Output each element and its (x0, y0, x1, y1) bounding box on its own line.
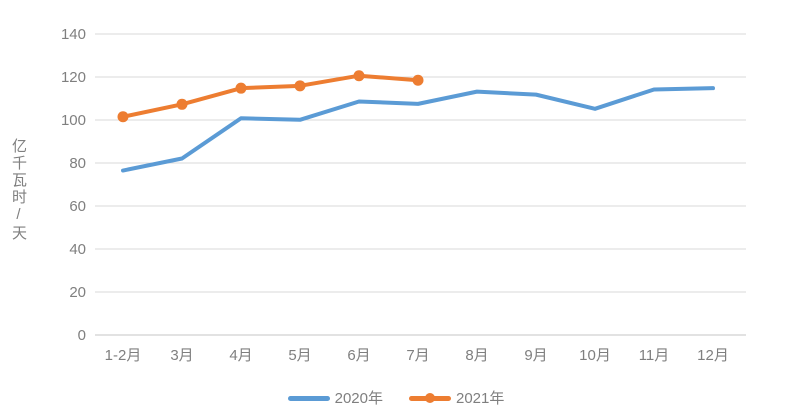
legend-line-swatch-2020 (287, 395, 330, 401)
series-line-2020年 (121, 86, 715, 173)
x-axis-tick-label: 4月 (229, 347, 252, 364)
legend-line-swatch-2021 (409, 393, 451, 403)
x-axis-tick-label: 9月 (524, 347, 547, 364)
x-axis-tick-label: 11月 (639, 347, 670, 364)
legend-label-2021: 2021年 (456, 389, 505, 407)
x-axis-tick-label: 12月 (697, 347, 729, 364)
legend-label-2020: 2020年 (334, 389, 383, 407)
y-axis-tick-label: 60 (69, 198, 86, 215)
series-marker-2021年 (176, 98, 188, 110)
series-line-2021年 (121, 73, 420, 119)
y-axis-tick-label: 80 (69, 155, 86, 172)
y-axis-tick-label: 0 (78, 327, 86, 344)
series-marker-2021年 (412, 74, 424, 86)
x-axis-tick-label: 8月 (465, 347, 488, 364)
legend: 2020年 2021年 (0, 387, 792, 409)
series-marker-2021年 (353, 70, 365, 82)
y-axis-tick-label: 100 (61, 112, 86, 129)
x-axis-tick-label: 3月 (170, 347, 193, 364)
x-axis-tick-label: 7月 (406, 347, 429, 364)
series-marker-2021年 (117, 111, 129, 123)
legend-item-2020: 2020年 (287, 389, 383, 407)
y-axis-tick-label: 140 (61, 26, 86, 43)
y-axis-tick-label: 120 (61, 69, 86, 86)
legend-item-2021: 2021年 (409, 391, 504, 406)
series-marker-2021年 (294, 80, 306, 92)
x-axis-tick-label: 10月 (579, 347, 611, 364)
series-marker-2021年 (235, 82, 247, 94)
y-axis-tick-label: 40 (69, 241, 86, 258)
legend-marker-dot (425, 393, 435, 403)
x-axis-tick-label: 1-2月 (105, 347, 142, 364)
y-axis-tick-label: 20 (69, 284, 86, 301)
x-axis-tick-label: 5月 (288, 347, 311, 364)
x-axis-tick-label: 6月 (347, 347, 370, 364)
y-axis-title: 亿千瓦时/天 (10, 138, 27, 242)
